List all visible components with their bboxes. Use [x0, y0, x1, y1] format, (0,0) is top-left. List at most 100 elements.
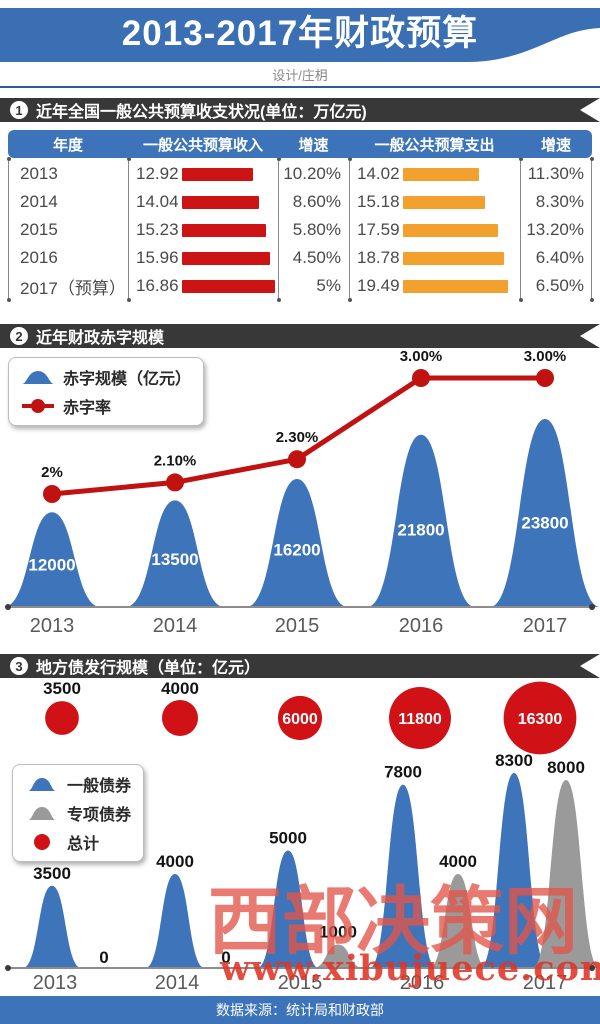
expenditure-cell: 15.18	[349, 192, 520, 212]
special-bond-peak	[312, 944, 364, 968]
table-row: 2013 12.92 10.20% 14.02 11.30%	[8, 160, 592, 188]
general-bond-peak	[22, 885, 82, 968]
revenue-bar	[182, 195, 260, 209]
total-bubble	[389, 687, 451, 749]
expenditure-bar	[403, 195, 485, 209]
special-bond-peak	[429, 874, 487, 968]
deficit-peak-value: 16200	[273, 540, 320, 559]
col-year: 年度	[52, 136, 83, 154]
expenditure-growth: 6.50%	[535, 276, 584, 295]
x-axis-year-label: 2016	[399, 615, 444, 637]
special-bond-value: 0	[99, 948, 108, 967]
revenue-cell: 15.23	[128, 220, 278, 240]
x-axis-year-label: 2017	[523, 615, 568, 637]
total-bubble-label: 6000	[282, 711, 318, 728]
debt-total-bubbles-svg: 3500 4000 6000 11800 16300	[43, 679, 577, 755]
revenue-cell: 14.04	[128, 192, 278, 212]
deficit-rate-point	[412, 369, 430, 387]
deficit-chart-svg: 12000 13500 16200 21800 23800 2013 2014 2015 201…	[3, 350, 600, 637]
row-year: 2014	[20, 192, 58, 211]
general-bond-value: 3500	[33, 864, 71, 883]
deficit-rate-label: 2.30%	[276, 429, 319, 446]
x-axis-year-label: 2015	[275, 615, 320, 637]
budget-table-body: 2013 12.92 10.20% 14.02 11.30% 2014 14.04 8.60%…	[8, 160, 592, 300]
general-bond-peak	[480, 772, 548, 968]
expenditure-growth: 6.40%	[535, 248, 584, 267]
expenditure-value: 14.02	[357, 164, 400, 183]
gray-dome-icon	[28, 807, 56, 820]
deficit-peak	[489, 418, 600, 607]
legend-label: 赤字率	[63, 400, 112, 417]
revenue-value: 15.23	[136, 220, 179, 239]
total-bubble-label: 4000	[161, 679, 199, 698]
special-bond-value: 0	[221, 948, 230, 967]
budget-table-header: 年度 一般公共预算收入 增速 一般公共预算支出 增速	[8, 130, 592, 158]
expenditure-growth: 11.30%	[527, 164, 584, 183]
revenue-cell: 15.96	[128, 248, 278, 268]
legend-label: 一般债券	[67, 778, 132, 795]
deficit-rate-point	[43, 485, 61, 503]
expenditure-growth: 13.20%	[526, 220, 584, 239]
deficit-rate-label: 2%	[41, 464, 63, 481]
row-year: 2016	[20, 248, 58, 267]
revenue-bar	[182, 223, 266, 237]
deficit-rate-point	[288, 450, 306, 469]
revenue-value: 12.92	[136, 164, 179, 183]
section1-number-icon: 1	[10, 101, 28, 119]
table-row: 2016 15.96 4.50% 18.78 6.40%	[8, 244, 592, 272]
section2-header: 2 近年财政赤字规模	[0, 324, 600, 348]
table-row: 2017（预算） 16.86 5% 19.49 6.50%	[8, 272, 592, 300]
axis-end-dot	[5, 604, 11, 610]
deficit-peak	[3, 512, 101, 607]
revenue-growth: 5.80%	[292, 220, 341, 239]
expenditure-value: 17.59	[357, 220, 400, 239]
section3-header: 3 地方债发行规模（单位：亿元）	[0, 654, 600, 678]
total-bubble	[45, 701, 79, 735]
col-revenue: 一般公共预算收入	[142, 136, 263, 154]
revenue-growth: 5%	[316, 276, 341, 295]
x-axis-year-label: 2017	[523, 972, 568, 994]
legend-item-deficit-rate: 赤字率	[21, 394, 191, 418]
total-bubble-label: 3500	[43, 679, 81, 698]
section3-title: 地方债发行规模（单位：亿元）	[36, 660, 261, 677]
col-expenditure: 一般公共预算支出	[374, 136, 495, 154]
table-row: 2014 14.04 8.60% 15.18 8.30%	[8, 188, 592, 216]
general-bond-peak	[145, 874, 205, 968]
section2-number-icon: 2	[10, 327, 28, 345]
expenditure-bar	[403, 167, 479, 181]
revenue-bar	[182, 251, 270, 265]
deficit-peak	[366, 434, 476, 607]
row-year: 2015	[20, 220, 58, 239]
watermark-site-name: 西部决策网	[208, 879, 578, 965]
legend-item-special-bonds: 专项债券	[25, 801, 131, 825]
deficit-rate-label: 3.00%	[524, 350, 567, 365]
banner-swoosh-shape	[0, 8, 600, 62]
revenue-cell: 12.92	[128, 164, 278, 184]
section1-header: 1 近年全国一般公共预算收支状况(单位：万亿元)	[0, 98, 600, 122]
section2-title: 近年财政赤字规模	[36, 330, 165, 347]
revenue-value: 14.04	[136, 192, 179, 211]
axis-end-dot	[589, 965, 595, 971]
revenue-value: 16.86	[136, 276, 179, 295]
red-circle-icon	[34, 834, 50, 850]
deficit-peak	[125, 500, 225, 607]
expenditure-value: 15.18	[357, 192, 400, 211]
deficit-rate-label: 3.00%	[400, 350, 443, 365]
deficit-peak-value: 21800	[397, 521, 444, 540]
legend-item-total: 总计	[25, 830, 131, 854]
axis-end-dot	[5, 965, 11, 971]
revenue-bar	[182, 167, 254, 181]
expenditure-growth: 8.30%	[535, 192, 584, 211]
deficit-peak	[246, 479, 348, 607]
row-year: 2017（预算）	[20, 278, 126, 298]
expenditure-cell: 14.02	[349, 164, 520, 184]
revenue-growth: 10.20%	[283, 164, 341, 183]
x-axis-year-label: 2013	[30, 615, 75, 637]
legend-item-general-bonds: 一般债券	[25, 772, 131, 796]
expenditure-bar	[403, 223, 498, 237]
blue-dome-icon	[22, 371, 54, 384]
total-bubble	[277, 695, 323, 741]
col-revenue-growth: 增速	[298, 136, 329, 154]
legend-label: 赤字规模（亿元）	[63, 371, 192, 388]
x-axis-year-label: 2016	[400, 972, 445, 994]
